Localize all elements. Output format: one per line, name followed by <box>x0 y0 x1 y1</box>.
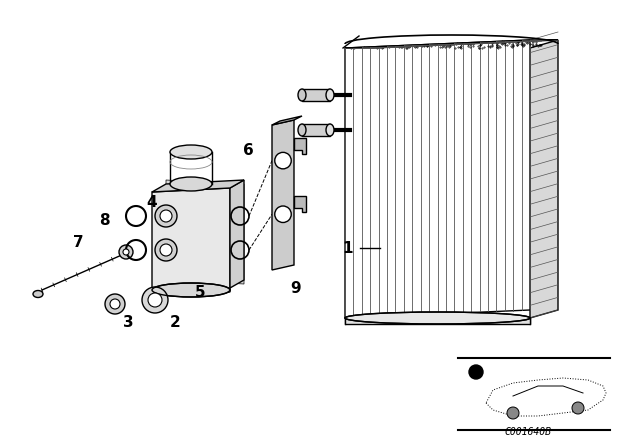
Ellipse shape <box>33 290 43 297</box>
Polygon shape <box>272 120 294 270</box>
Polygon shape <box>230 180 244 288</box>
Text: 2: 2 <box>170 314 180 329</box>
Polygon shape <box>152 188 230 292</box>
Ellipse shape <box>298 89 306 101</box>
Circle shape <box>507 407 519 419</box>
Polygon shape <box>152 180 244 192</box>
Circle shape <box>119 245 133 259</box>
Circle shape <box>160 244 172 256</box>
Ellipse shape <box>275 206 291 223</box>
Polygon shape <box>302 124 330 136</box>
Ellipse shape <box>275 152 291 169</box>
Circle shape <box>469 365 483 379</box>
Ellipse shape <box>326 124 334 136</box>
Circle shape <box>155 205 177 227</box>
Text: C001640B: C001640B <box>504 427 552 437</box>
Circle shape <box>123 249 129 255</box>
Polygon shape <box>345 40 530 318</box>
Ellipse shape <box>298 124 306 136</box>
Text: 3: 3 <box>123 314 133 329</box>
Polygon shape <box>530 40 558 318</box>
Ellipse shape <box>170 145 212 159</box>
Ellipse shape <box>326 89 334 101</box>
Circle shape <box>572 402 584 414</box>
Polygon shape <box>302 89 330 101</box>
Text: 4: 4 <box>147 194 157 210</box>
Polygon shape <box>294 138 306 154</box>
Ellipse shape <box>152 283 230 297</box>
Polygon shape <box>345 318 530 324</box>
Circle shape <box>160 210 172 222</box>
Polygon shape <box>166 180 244 284</box>
Circle shape <box>142 287 168 313</box>
Text: 9: 9 <box>291 280 301 296</box>
Polygon shape <box>272 116 302 125</box>
Circle shape <box>110 299 120 309</box>
Text: 5: 5 <box>195 284 205 300</box>
Ellipse shape <box>345 312 530 324</box>
Circle shape <box>155 239 177 261</box>
Text: 7: 7 <box>73 234 83 250</box>
Circle shape <box>148 293 162 307</box>
Text: 6: 6 <box>243 142 253 158</box>
Circle shape <box>105 294 125 314</box>
Polygon shape <box>294 196 306 212</box>
Polygon shape <box>345 40 558 48</box>
Text: 1: 1 <box>343 241 353 255</box>
Ellipse shape <box>170 177 212 191</box>
Text: 8: 8 <box>99 212 109 228</box>
